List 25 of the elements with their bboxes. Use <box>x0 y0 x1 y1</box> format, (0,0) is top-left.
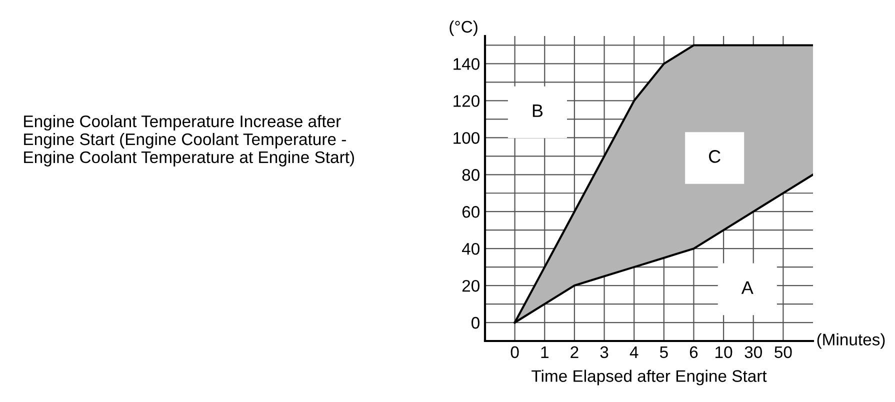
x-tick-label: 5 <box>660 346 668 358</box>
annotation: C <box>708 150 720 163</box>
x-tick-label: 3 <box>600 346 608 358</box>
y-tick-label: 100 <box>454 132 480 144</box>
x-tick-label: 10 <box>716 346 732 358</box>
annotation: A <box>741 281 754 294</box>
text: Engine Coolant Temperature Increase after Engine Start (Engine Coolant Temperature - Engine Coolant Temperature at Engine Start) <box>24 115 354 166</box>
y-tick-label: 80 <box>462 169 480 181</box>
text: (Minutes) <box>817 333 885 349</box>
x-tick-label: 50 <box>774 346 792 358</box>
x-tick-label: 2 <box>570 346 578 358</box>
x-tick-label: 4 <box>630 346 638 358</box>
y-tick-label: 40 <box>462 242 480 255</box>
annotation: B <box>532 104 543 117</box>
y-tick-label: 20 <box>462 280 480 292</box>
y-axis-title: (°C) <box>450 20 478 36</box>
x-tick-label: 6 <box>690 346 698 358</box>
y-tick-label: 140 <box>454 58 480 70</box>
y-tick-label: 120 <box>454 95 480 107</box>
y-tick-label: 60 <box>462 206 480 218</box>
x-axis-title: Time Elapsed after Engine Start <box>532 370 767 386</box>
x-tick-label: 1 <box>541 346 548 358</box>
x-tick-label: 0 <box>510 346 519 358</box>
x-tick-label: 30 <box>744 346 762 358</box>
y-tick-label: 0 <box>472 316 480 329</box>
